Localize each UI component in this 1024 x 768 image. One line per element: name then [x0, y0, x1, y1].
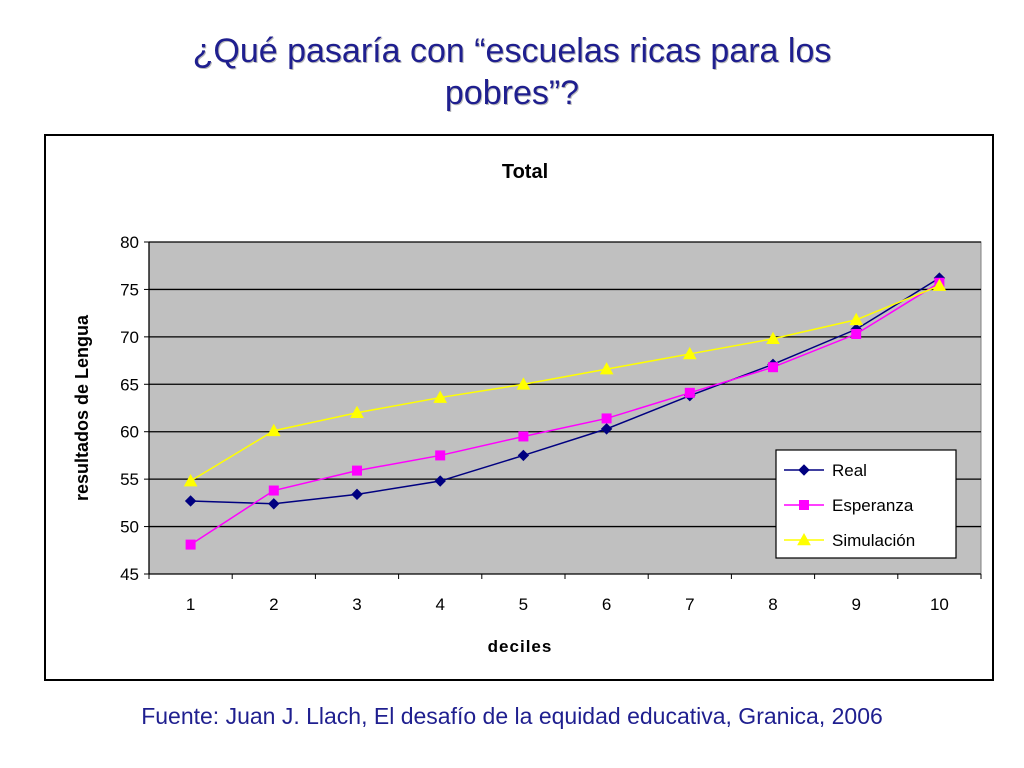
point-esperanza-8	[768, 362, 778, 373]
point-simulaci-n-7	[682, 346, 697, 360]
point-simulaci-n-2	[266, 423, 281, 437]
x-tick-label-10: 10	[930, 595, 949, 614]
point-esperanza-5	[518, 431, 529, 442]
y-axis-label: resultados de Lengua	[72, 314, 92, 501]
point-simulaci-n-3	[350, 405, 364, 419]
y-tick-label-70: 70	[120, 328, 139, 347]
point-esperanza-9	[851, 329, 862, 340]
point-real-6	[600, 423, 613, 435]
y-tick-label-60: 60	[120, 423, 139, 442]
point-esperanza-3	[352, 465, 362, 476]
y-tick-label-65: 65	[120, 375, 139, 394]
legend-marker-real	[798, 464, 810, 476]
x-tick-label-7: 7	[685, 595, 694, 614]
x-tick-label-8: 8	[768, 595, 777, 614]
legend-label-real: Real	[832, 461, 867, 480]
x-tick-label-1: 1	[186, 595, 195, 614]
slide-title-line-2: pobres”?	[444, 74, 580, 112]
legend-label-esperanza: Esperanza	[832, 496, 914, 515]
x-tick-label-3: 3	[352, 595, 361, 614]
point-real-5	[517, 449, 530, 462]
point-simulaci-n-6	[599, 362, 614, 375]
x-tick-label-9: 9	[851, 595, 860, 614]
series-line-real	[190, 277, 940, 505]
point-simulaci-n-8	[766, 331, 780, 345]
point-esperanza-7	[684, 387, 695, 398]
y-tick-label-80: 80	[120, 233, 139, 252]
y-tick-label-45: 45	[120, 565, 139, 584]
point-esperanza-2	[268, 485, 279, 496]
x-axis-label: deciles	[488, 637, 553, 656]
chart-title: Total	[502, 161, 548, 183]
point-esperanza-1	[185, 539, 196, 550]
point-real-3	[351, 488, 363, 501]
legend-marker-simulaci-n	[797, 532, 811, 546]
slide-title-line-1: ¿Qué pasaría con “escuelas ricas para lo…	[192, 32, 832, 70]
y-tick-label-55: 55	[120, 470, 139, 489]
point-simulaci-n-5	[516, 377, 531, 390]
x-tick-label-5: 5	[519, 595, 528, 614]
point-esperanza-4	[435, 450, 446, 461]
x-tick-label-2: 2	[269, 595, 278, 614]
legend-marker-esperanza	[799, 500, 809, 510]
y-tick-label-50: 50	[120, 518, 139, 537]
legend-label-simulaci-n: Simulación	[832, 531, 915, 550]
series-line-esperanza	[190, 282, 940, 546]
chart-frame: Total 45 50 55 60 65 70 75 80 1 2 3 4 5 6 7 8 9 10 deciles r…	[44, 134, 994, 681]
x-tick-label-4: 4	[435, 595, 444, 614]
point-simulaci-n-10	[932, 278, 947, 291]
point-simulaci-n-9	[849, 312, 864, 326]
point-simulaci-n-1	[183, 474, 198, 487]
point-esperanza-6	[601, 413, 612, 424]
point-real-1	[184, 495, 197, 507]
point-real-2	[268, 498, 280, 510]
series-line-simulaci-n	[190, 284, 940, 482]
source-note: Fuente: Juan J. Llach, El desafío de la …	[141, 703, 883, 729]
x-tick-label-6: 6	[602, 595, 611, 614]
y-tick-label-75: 75	[120, 280, 139, 299]
point-simulaci-n-4	[433, 390, 448, 403]
slide-title: ¿Qué pasaría con “escuelas ricas para lo…	[0, 30, 1024, 114]
point-real-4	[434, 475, 446, 487]
